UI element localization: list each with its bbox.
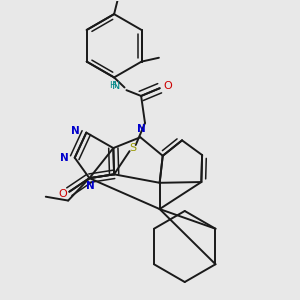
Text: N: N [71,126,80,136]
Text: N: N [59,153,68,163]
Text: S: S [129,143,136,153]
Text: O: O [163,81,172,91]
Text: N: N [112,81,120,91]
Text: N: N [86,181,94,191]
Text: H: H [110,81,116,90]
Text: N: N [137,124,146,134]
Text: O: O [58,189,67,199]
